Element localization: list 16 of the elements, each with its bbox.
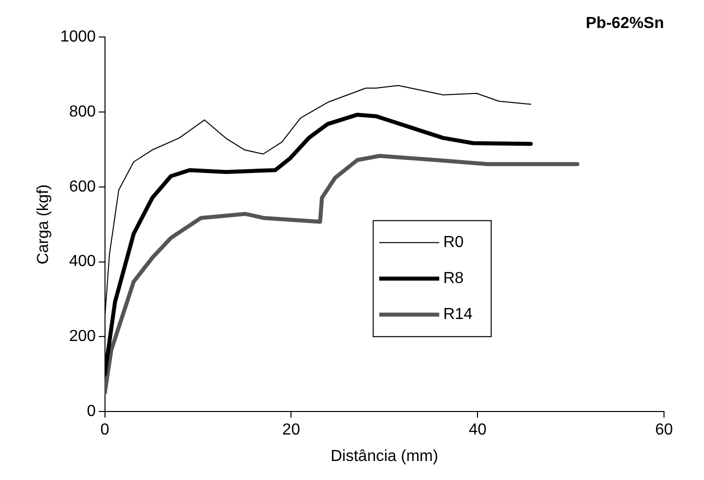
y-tick-label: 1000 (60, 28, 96, 46)
legend-label: R0 (443, 234, 464, 252)
x-axis-title: Distância (mm) (330, 448, 438, 465)
x-tick-label: 40 (468, 422, 487, 439)
chart-title: Pb-62%Sn (586, 15, 664, 32)
y-axis-title: Carga (kgf) (35, 184, 52, 264)
x-tick-label: 20 (282, 422, 300, 439)
x-tick-label: 60 (655, 422, 673, 439)
y-tick-label: 0 (86, 403, 96, 420)
y-tick-label: 600 (69, 178, 96, 196)
x-tick-label: 0 (100, 422, 110, 439)
legend-label: R14 (443, 306, 473, 324)
legend-label: R8 (443, 270, 464, 288)
y-tick-label: 400 (69, 253, 96, 270)
y-tick-label: 800 (69, 103, 96, 120)
y-tick-label: 200 (69, 328, 96, 346)
